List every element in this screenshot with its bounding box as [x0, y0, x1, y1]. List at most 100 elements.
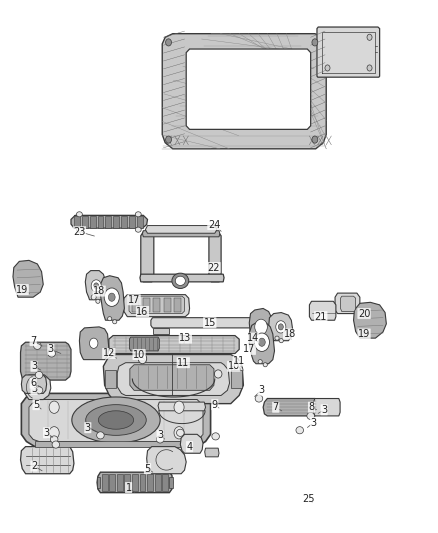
Polygon shape — [170, 478, 173, 488]
Ellipse shape — [312, 136, 318, 143]
Ellipse shape — [49, 426, 59, 439]
Polygon shape — [109, 336, 239, 353]
Polygon shape — [174, 298, 181, 311]
Ellipse shape — [174, 401, 184, 414]
Text: 11: 11 — [233, 356, 245, 366]
Ellipse shape — [86, 405, 146, 435]
Polygon shape — [180, 434, 203, 453]
Polygon shape — [147, 447, 186, 474]
Text: 2: 2 — [31, 461, 37, 471]
Polygon shape — [151, 318, 272, 328]
Ellipse shape — [77, 212, 82, 217]
Polygon shape — [142, 231, 220, 237]
Ellipse shape — [307, 413, 314, 419]
Ellipse shape — [104, 288, 119, 306]
Polygon shape — [140, 274, 224, 282]
Polygon shape — [123, 295, 190, 317]
Ellipse shape — [367, 34, 372, 41]
Polygon shape — [71, 215, 148, 228]
Polygon shape — [90, 216, 95, 228]
Text: 5: 5 — [33, 400, 39, 410]
Polygon shape — [129, 296, 184, 313]
Text: 3: 3 — [157, 430, 163, 440]
Polygon shape — [249, 309, 273, 344]
Ellipse shape — [94, 283, 99, 289]
Polygon shape — [24, 375, 51, 400]
Text: 7: 7 — [30, 336, 36, 346]
Polygon shape — [85, 271, 106, 300]
Ellipse shape — [91, 280, 101, 292]
Ellipse shape — [50, 436, 58, 443]
Polygon shape — [21, 447, 74, 474]
Polygon shape — [74, 216, 80, 228]
Polygon shape — [21, 342, 71, 380]
Ellipse shape — [135, 227, 141, 232]
Polygon shape — [209, 232, 221, 282]
Text: 10: 10 — [228, 361, 240, 372]
Polygon shape — [147, 474, 153, 490]
Ellipse shape — [255, 395, 263, 402]
Text: 3: 3 — [258, 385, 264, 395]
Polygon shape — [105, 370, 116, 388]
Text: 18: 18 — [283, 329, 296, 339]
Ellipse shape — [113, 320, 117, 324]
Text: 18: 18 — [93, 286, 105, 296]
Polygon shape — [152, 328, 169, 334]
Polygon shape — [29, 400, 203, 441]
Polygon shape — [153, 298, 160, 311]
Polygon shape — [98, 216, 103, 228]
Ellipse shape — [263, 362, 267, 367]
Text: 15: 15 — [204, 318, 216, 328]
Ellipse shape — [96, 299, 100, 303]
Polygon shape — [353, 302, 386, 338]
Ellipse shape — [135, 212, 141, 217]
Text: 9: 9 — [212, 400, 218, 410]
Text: 24: 24 — [208, 220, 220, 230]
Ellipse shape — [254, 333, 269, 351]
Ellipse shape — [49, 401, 59, 414]
Ellipse shape — [109, 293, 115, 301]
Polygon shape — [106, 216, 111, 228]
Polygon shape — [335, 293, 360, 313]
Ellipse shape — [138, 353, 147, 364]
Polygon shape — [309, 301, 336, 320]
Ellipse shape — [276, 321, 286, 333]
Text: 3: 3 — [43, 428, 49, 438]
Ellipse shape — [108, 317, 112, 321]
Polygon shape — [129, 216, 135, 228]
Polygon shape — [35, 441, 197, 447]
Text: 7: 7 — [272, 402, 279, 412]
Polygon shape — [130, 365, 214, 390]
Polygon shape — [21, 375, 46, 393]
Polygon shape — [314, 399, 340, 416]
Text: 6: 6 — [30, 378, 36, 388]
Ellipse shape — [97, 432, 104, 439]
Polygon shape — [117, 474, 123, 490]
Text: 17: 17 — [128, 295, 140, 305]
Polygon shape — [113, 216, 119, 228]
Polygon shape — [79, 327, 109, 360]
Polygon shape — [162, 474, 168, 490]
Polygon shape — [124, 474, 130, 490]
Ellipse shape — [212, 433, 219, 440]
Text: 3: 3 — [31, 361, 37, 372]
Ellipse shape — [89, 338, 98, 349]
Ellipse shape — [91, 295, 96, 300]
Ellipse shape — [325, 65, 330, 71]
Polygon shape — [143, 298, 150, 311]
Polygon shape — [249, 322, 275, 364]
Polygon shape — [155, 474, 161, 490]
Ellipse shape — [296, 426, 304, 434]
Ellipse shape — [214, 370, 222, 378]
Polygon shape — [145, 225, 217, 233]
Polygon shape — [13, 260, 43, 297]
Ellipse shape — [72, 397, 160, 443]
Ellipse shape — [258, 360, 262, 364]
Ellipse shape — [166, 136, 172, 143]
Ellipse shape — [279, 338, 283, 343]
Ellipse shape — [156, 436, 164, 443]
Ellipse shape — [175, 276, 185, 286]
Ellipse shape — [232, 365, 240, 375]
Ellipse shape — [278, 324, 283, 330]
Polygon shape — [132, 298, 139, 311]
